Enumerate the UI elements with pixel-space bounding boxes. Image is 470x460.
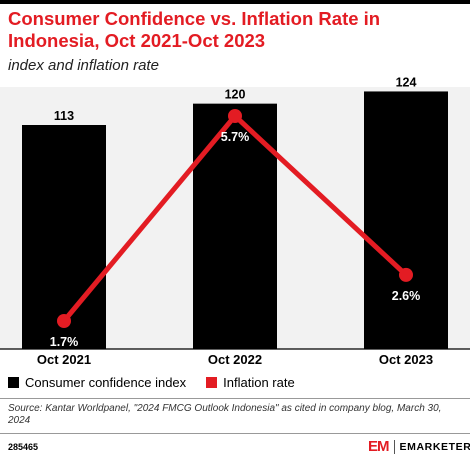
chart-id: 285465 bbox=[8, 442, 39, 452]
legend-item-confidence: Consumer confidence index bbox=[8, 375, 186, 390]
inflation-point-3 bbox=[399, 267, 413, 282]
bar-value-label-1: 113 bbox=[54, 109, 74, 123]
bar-value-label-2: 120 bbox=[225, 88, 246, 102]
legend: Consumer confidence index Inflation rate bbox=[8, 375, 315, 390]
emarketer-logo: EM EMARKETER bbox=[368, 438, 470, 455]
source-note: Source: Kantar Worldpanel, "2024 FMCG Ou… bbox=[8, 403, 442, 426]
logo-separator bbox=[393, 439, 395, 454]
legend-label-inflation: Inflation rate bbox=[223, 375, 295, 390]
inflation-value-label-3: 2.6% bbox=[392, 289, 421, 303]
inflation-value-label-1: 1.7% bbox=[50, 335, 79, 349]
footer-divider bbox=[0, 433, 470, 434]
legend-swatch-confidence bbox=[8, 377, 19, 388]
bar-value-label-3: 124 bbox=[396, 75, 417, 89]
inflation-point-2 bbox=[228, 109, 242, 123]
x-tick-label-3: Oct 2023 bbox=[379, 352, 433, 367]
chart-title: Consumer Confidence vs. Inflation Rate i… bbox=[8, 8, 381, 51]
bar-3 bbox=[364, 91, 448, 349]
x-tick-label-1: Oct 2021 bbox=[37, 352, 91, 367]
inflation-point-1 bbox=[57, 314, 71, 328]
legend-swatch-inflation bbox=[206, 377, 218, 388]
inflation-value-label-2: 5.7% bbox=[221, 130, 250, 144]
chart-svg: 113 120 124 Oct 2021 Oct 2022 Oct 2023 1.7% 5.7… bbox=[0, 75, 470, 367]
logo-wordmark: EMARKETER bbox=[399, 440, 470, 453]
legend-item-inflation: Inflation rate bbox=[206, 375, 295, 390]
bar-1 bbox=[22, 125, 106, 349]
chart-subtitle: index and inflation rate bbox=[8, 57, 159, 74]
legend-label-confidence: Consumer confidence index bbox=[25, 375, 187, 390]
top-rule bbox=[0, 0, 470, 4]
source-divider bbox=[0, 398, 470, 399]
em-logo-mark: EM bbox=[368, 438, 389, 455]
x-tick-label-2: Oct 2022 bbox=[208, 352, 262, 367]
